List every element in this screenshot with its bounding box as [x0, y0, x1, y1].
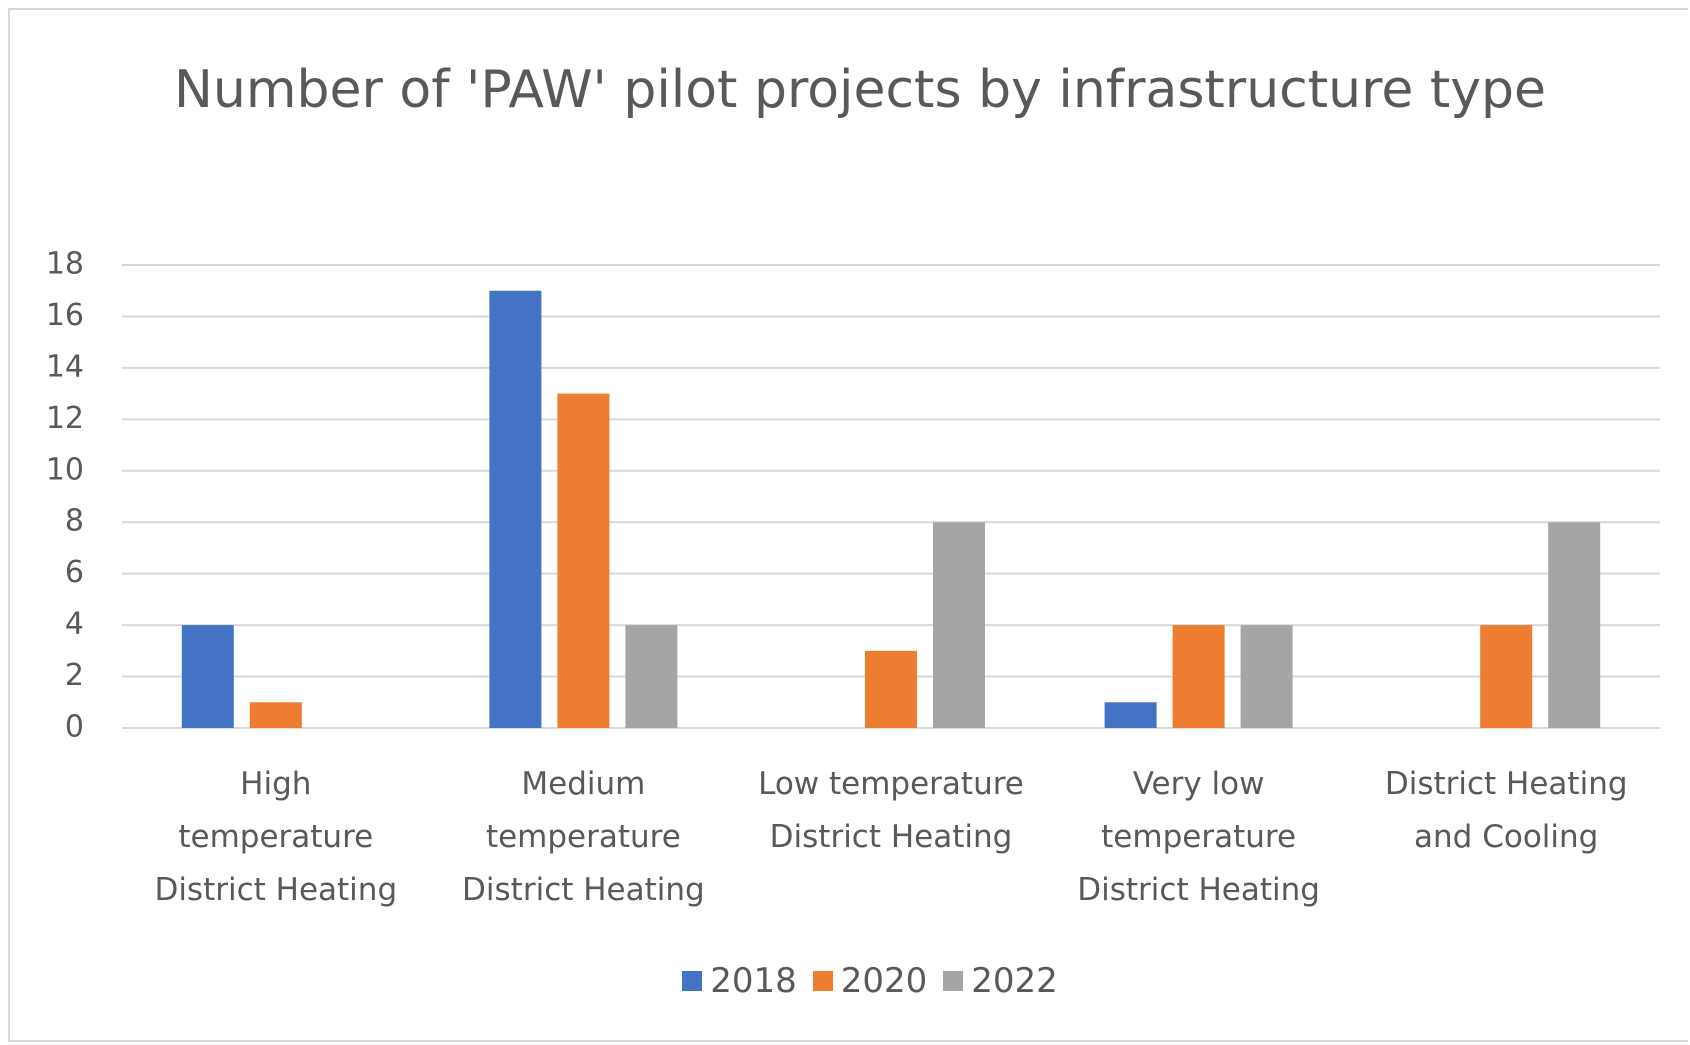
chart-title: Number of 'PAW' pilot projects by infras… [173, 60, 1547, 120]
legend-swatch [943, 971, 964, 991]
legend: 2018 2020 2022 [0, 960, 1690, 1001]
chart-frame [8, 8, 1688, 1042]
y-tick-label: 14 [46, 349, 84, 384]
x-tick-label: Very low temperature District Heating [1077, 766, 1320, 908]
bar [1104, 702, 1157, 728]
y-tick-label: 10 [46, 452, 84, 487]
x-tick-label: Low temperature District Heating [758, 766, 1024, 855]
bar [1548, 522, 1601, 728]
bar [1172, 625, 1225, 728]
y-tick-label: 18 [46, 247, 84, 282]
bar [249, 702, 302, 728]
x-tick-label: High temperature District Heating [154, 766, 398, 908]
bar [489, 290, 542, 728]
bar [1240, 625, 1293, 728]
bar [933, 522, 985, 728]
legend-label: 2018 [710, 961, 797, 1001]
legend-item: 2022 [943, 961, 1058, 1001]
bar [181, 625, 234, 728]
legend-label: 2020 [840, 961, 928, 1001]
y-tick-label: 2 [65, 658, 84, 693]
y-tick-label: 4 [65, 607, 84, 642]
legend-label: 2022 [971, 961, 1058, 1001]
bar [625, 625, 678, 728]
y-tick-label: 8 [65, 504, 84, 539]
legend-swatch [682, 971, 703, 991]
bar [1480, 625, 1533, 728]
y-tick-label: 6 [65, 555, 84, 590]
y-tick-label: 16 [46, 298, 84, 333]
bar [557, 393, 610, 728]
bar [865, 650, 917, 728]
y-tick-label: 0 [65, 710, 84, 745]
x-tick-label: District Heating and Cooling [1384, 766, 1628, 855]
y-tick-label: 12 [46, 401, 84, 436]
legend-item: 2018 [682, 961, 797, 1001]
x-tick-label: Medium temperature District Heating [462, 766, 705, 908]
legend-item: 2020 [812, 961, 928, 1001]
legend-swatch [812, 971, 833, 991]
